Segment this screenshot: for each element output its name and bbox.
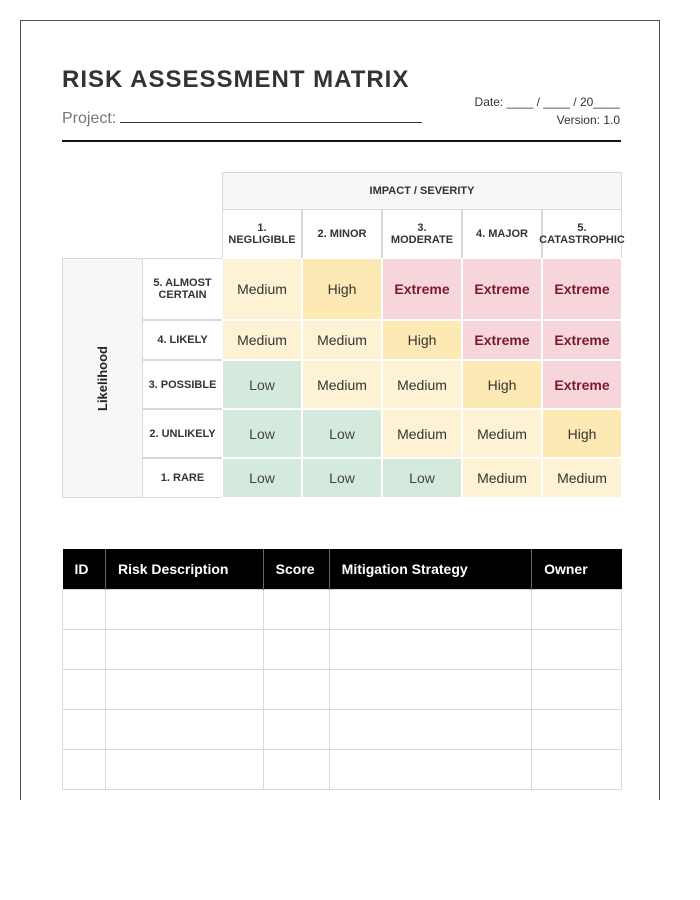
table-cell[interactable] [104,748,264,790]
impact-level-header: 3. MODERATE [382,209,462,259]
risk-cell: Extreme [462,320,542,360]
risk-cell: Medium [382,360,462,409]
impact-level-header: 4. MAJOR [462,209,542,259]
table-header-row: ID Risk Description Score Mitigation Strate… [62,549,622,589]
table-cell[interactable] [262,668,330,710]
table-row [62,628,622,670]
table-cell[interactable] [328,668,533,710]
column-header: ID [62,549,106,589]
table-cell[interactable] [531,668,622,710]
impact-level-header: 2. MINOR [302,209,382,259]
column-header: Mitigation Strategy [329,549,533,589]
table-cell[interactable] [62,668,106,710]
table-cell[interactable] [104,668,264,710]
project-field: Project: [62,108,423,128]
risk-cell: Low [222,360,302,409]
impact-level-header: 1. NEGLIGIBLE [222,209,302,259]
document-page: RISK ASSESSMENT MATRIX Project: Date: __… [20,20,660,800]
table-cell[interactable] [262,748,330,790]
risk-register-table: ID Risk Description Score Mitigation Strate… [62,549,622,790]
version-label: Version: 1.0 [556,113,620,127]
table-cell[interactable] [262,708,330,750]
likelihood-level-header: 5. ALMOST CERTAIN [142,258,223,320]
likelihood-label: Likelihood [95,345,110,411]
page-title: RISK ASSESSMENT MATRIX [62,66,410,93]
table-cell[interactable] [62,708,106,750]
risk-cell: High [542,409,622,458]
table-cell[interactable] [62,628,106,670]
table-cell[interactable] [104,588,264,630]
risk-cell: Medium [222,320,302,360]
table-cell[interactable] [62,748,106,790]
table-row [62,708,622,750]
risk-cell: Low [222,458,302,498]
likelihood-level-header: 4. LIKELY [142,320,223,360]
risk-cell: High [382,320,462,360]
table-row [62,668,622,710]
risk-cell: Extreme [542,360,622,409]
table-row [62,748,622,790]
table-cell[interactable] [262,628,330,670]
risk-cell: Extreme [382,258,462,320]
risk-cell: Low [302,458,382,498]
risk-cell: Extreme [542,258,622,320]
risk-cell: Medium [302,360,382,409]
column-header: Score [263,549,330,589]
risk-cell: Medium [302,320,382,360]
risk-cell: High [462,360,542,409]
risk-cell: Low [222,409,302,458]
table-cell[interactable] [328,628,533,670]
risk-cell: Medium [382,409,462,458]
header-divider [62,140,621,142]
likelihood-level-header: 3. POSSIBLE [142,360,223,409]
risk-cell: Medium [462,409,542,458]
table-cell[interactable] [531,628,622,670]
table-cell[interactable] [328,708,533,750]
table-cell[interactable] [62,588,106,630]
likelihood-level-header: 1. RARE [142,458,223,498]
table-row [62,588,622,630]
column-header: Risk Description [105,549,264,589]
risk-cell: Extreme [542,320,622,360]
risk-cell: Medium [462,458,542,498]
table-cell[interactable] [531,588,622,630]
table-cell[interactable] [262,588,330,630]
table-cell[interactable] [328,748,533,790]
likelihood-axis-label: Likelihood [62,258,143,498]
table-cell[interactable] [328,588,533,630]
table-cell[interactable] [104,628,264,670]
risk-cell: Medium [222,258,302,320]
risk-cell: Medium [542,458,622,498]
risk-cell: High [302,258,382,320]
risk-matrix: IMPACT / SEVERITY Likelihood 1. NEGLIGIB… [62,172,625,498]
column-header: Owner [531,549,622,589]
table-cell[interactable] [531,748,622,790]
table-cell[interactable] [531,708,622,750]
likelihood-level-header: 2. UNLIKELY [142,409,223,458]
risk-cell: Extreme [462,258,542,320]
risk-cell: Low [302,409,382,458]
risk-cell: Low [382,458,462,498]
table-cell[interactable] [104,708,264,750]
impact-severity-header: IMPACT / SEVERITY [222,172,622,210]
project-blank-line [120,108,423,123]
date-field: Date: ____ / ____ / 20____ [474,95,620,109]
project-label: Project: [62,110,117,127]
impact-level-header: 5. CATASTROPHIC [539,209,625,259]
